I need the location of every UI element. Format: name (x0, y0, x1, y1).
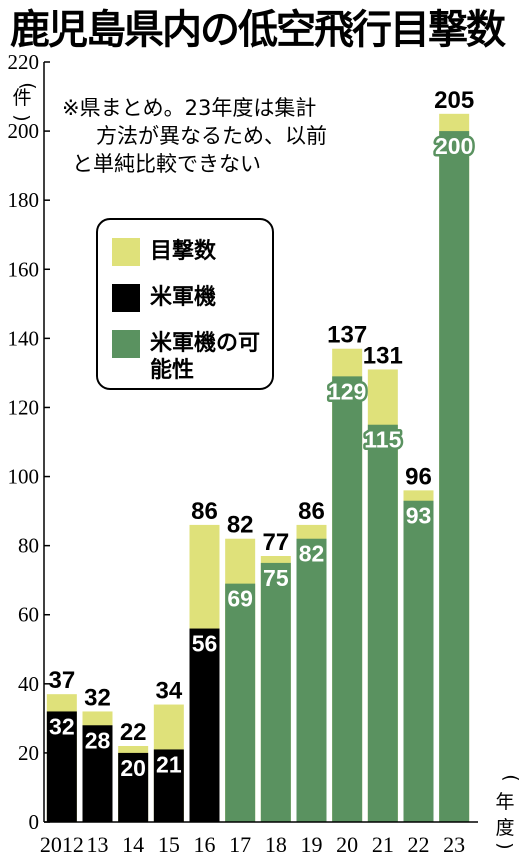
y-tick-label: 140 (8, 326, 40, 350)
data-label-sightings: 131 (363, 342, 403, 369)
x-tick-label: 13 (87, 832, 109, 857)
x-tick-label: 17 (229, 832, 251, 857)
data-label-sightings: 37 (48, 667, 75, 694)
chart-title: 鹿児島県内の低空飛行目撃数 (10, 7, 506, 53)
legend-swatch-sightings (112, 238, 140, 266)
legend-label-sightings: 目撃数 (150, 239, 217, 264)
data-label-us-military: 32 (49, 713, 75, 739)
legend-label-possible-us-military: 米軍機の可能性 (150, 331, 261, 383)
legend-swatch-possible-us-military (112, 330, 140, 358)
x-unit-close-paren: ) (494, 842, 516, 849)
x-tick-label: 23 (443, 832, 465, 857)
y-tick-label: 80 (18, 534, 39, 558)
data-label-sightings: 96 (405, 463, 432, 490)
x-tick-label: 22 (408, 832, 430, 857)
x-tick-label: 2012 (40, 832, 84, 857)
data-label-sightings: 86 (298, 498, 325, 525)
legend-item-sightings: 目撃数 (112, 238, 216, 266)
bar-us-military (118, 752, 149, 822)
x-tick-label: 20 (336, 832, 358, 857)
data-label-us-military: 28 (85, 727, 111, 753)
data-label-sightings: 77 (262, 529, 289, 556)
y-tick-label: 20 (18, 741, 39, 765)
y-tick-label: 60 (18, 603, 39, 627)
y-tick-label: 200 (8, 119, 40, 143)
note-line-1: ※県まとめ。23年度は集計 (62, 96, 317, 120)
note-line-3: と単純比較できない (72, 152, 261, 176)
x-tick-label: 19 (301, 832, 323, 857)
y-tick-label: 0 (29, 810, 40, 834)
y-tick-label: 160 (8, 257, 40, 281)
x-tick-label: 15 (158, 832, 180, 857)
x-tick-label: 16 (194, 832, 216, 857)
bar-possible-us-military (260, 562, 291, 822)
y-unit-label: 件 (12, 87, 31, 109)
data-label-us-military: 21 (156, 751, 182, 777)
bar-possible-us-military (225, 583, 256, 822)
x-tick-label: 18 (265, 832, 287, 857)
legend: 目撃数 米軍機 米軍機の可能性 (96, 218, 274, 390)
y-tick-label: 120 (8, 395, 40, 419)
bar-possible-us-military (403, 500, 434, 822)
data-label-sightings: 82 (227, 512, 254, 539)
y-tick-label: 180 (8, 188, 40, 212)
bar-us-military (189, 628, 220, 822)
x-tick-label: 14 (122, 832, 144, 857)
bar-us-military (46, 711, 77, 822)
x-tick-label: 21 (372, 832, 394, 857)
bar-us-military (153, 749, 184, 822)
legend-swatch-us-military (112, 284, 140, 312)
bar-possible-us-military (296, 538, 327, 822)
data-label-us-military: 20 (120, 755, 146, 781)
data-label-us-military: 56 (192, 631, 218, 657)
y-unit-close-paren: ) (11, 114, 33, 121)
data-label-sightings: 205 (434, 87, 474, 114)
data-label-sightings: 34 (155, 678, 182, 705)
y-unit-open-paren: ( (17, 82, 39, 89)
y-tick-label: 100 (8, 465, 40, 489)
y-tick-label: 220 (8, 50, 40, 74)
bar-possible-us-military (367, 424, 398, 822)
data-label-possible-us-military: 75 (263, 565, 289, 591)
data-label-sightings: 86 (191, 498, 218, 525)
note-line-2: 方法が異なるため、以前 (96, 124, 327, 148)
x-unit-label-1: 年 (495, 791, 514, 813)
x-unit-open-paren: ( (500, 774, 522, 781)
x-unit-label-2: 度 (495, 817, 514, 839)
y-tick-label: 40 (18, 672, 39, 696)
data-label-possible-us-military: 129 (328, 378, 366, 404)
legend-item-possible-us-military: 米軍機の可能性 (112, 330, 270, 384)
bar-possible-us-military (439, 131, 470, 822)
bar-possible-us-military (332, 376, 363, 822)
data-label-possible-us-military: 115 (364, 427, 401, 453)
chart-note: ※県まとめ。23年度は集計 方法が異なるため、以前 と単純比較できない (62, 94, 402, 178)
data-label-possible-us-military: 82 (299, 541, 325, 567)
data-label-possible-us-military: 93 (406, 503, 432, 529)
data-label-possible-us-military: 200 (435, 133, 473, 159)
bar-us-military (82, 725, 113, 822)
legend-item-us-military: 米軍機 (112, 284, 216, 312)
data-label-possible-us-military: 69 (227, 586, 253, 612)
data-label-sightings: 137 (327, 322, 367, 349)
data-label-sightings: 32 (84, 684, 111, 711)
legend-label-us-military: 米軍機 (150, 285, 217, 310)
data-label-sightings: 22 (120, 719, 147, 746)
